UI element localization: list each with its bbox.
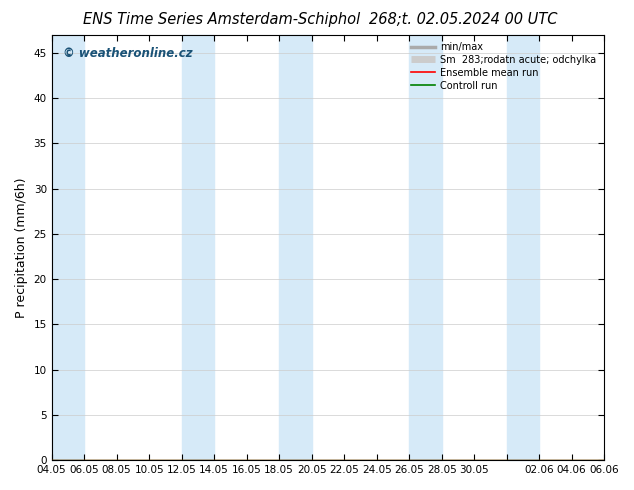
Bar	[279, 35, 312, 460]
Text: © weatheronline.cz: © weatheronline.cz	[63, 48, 192, 60]
Bar	[51, 35, 84, 460]
Text: 268;t. 02.05.2024 00 UTC: 268;t. 02.05.2024 00 UTC	[368, 12, 557, 27]
Legend: min/max, Sm  283;rodatn acute; odchylka, Ensemble mean run, Controll run: min/max, Sm 283;rodatn acute; odchylka, …	[408, 40, 599, 94]
Y-axis label: P recipitation (mm/6h): P recipitation (mm/6h)	[15, 177, 28, 318]
Bar	[507, 35, 539, 460]
Bar	[409, 35, 442, 460]
Text: ENS Time Series Amsterdam-Schiphol: ENS Time Series Amsterdam-Schiphol	[83, 12, 361, 27]
Bar	[182, 35, 214, 460]
